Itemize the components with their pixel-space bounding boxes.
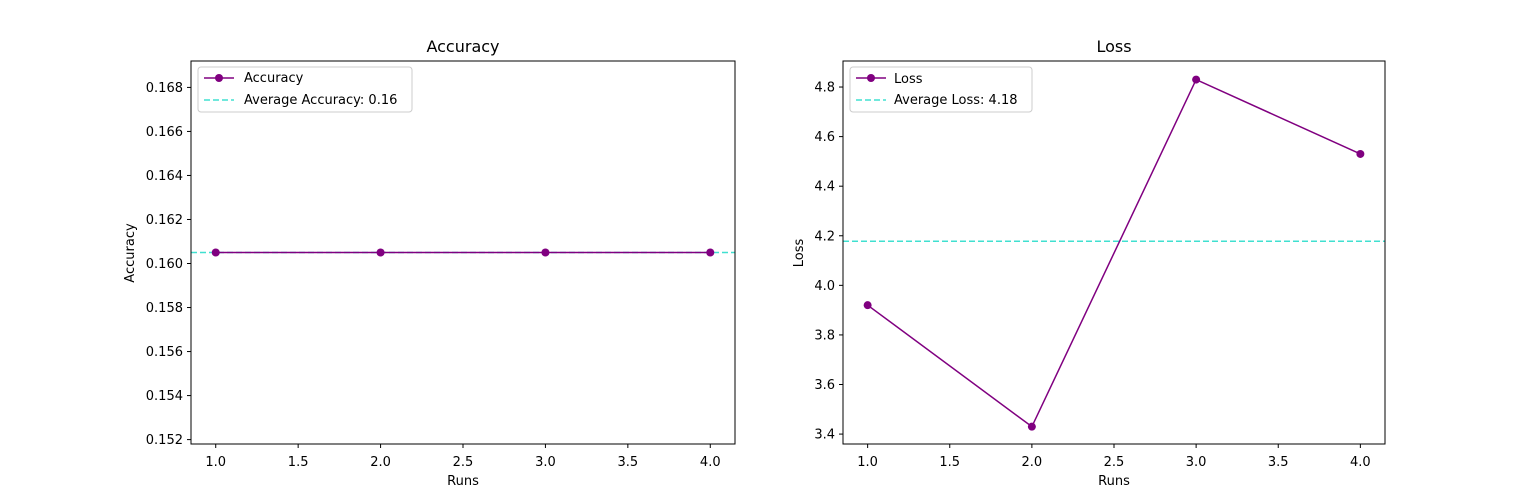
x-tick-label: 1.5 [288,455,309,470]
y-tick-label: 0.166 [146,125,183,140]
plot-area: 1.0 1.5 2.0 2.5 3.0 3.5 4.0 3.4 3.6 3.8 4.0 4.2 4.4 4… [814,75,1385,470]
plot-area: 1.0 1.5 2.0 2.5 3.0 3.5 4.0 0.152 0.154 0.156 0.15… [146,81,735,470]
y-tick-label: 3.4 [814,428,835,443]
axes-frame [842,60,1386,445]
data-point [211,248,220,257]
data-point [1027,422,1036,431]
x-tick-label: 3.0 [535,455,556,470]
x-tick-label: 2.0 [1022,455,1043,470]
legend-marker [867,74,875,82]
y-tick-label: 0.160 [146,257,183,272]
x-tick-label: 2.0 [370,455,391,470]
y-tick-label: 3.6 [814,378,835,393]
y-tick-label: 4.6 [814,130,835,145]
y-tick-label: 4.0 [814,279,835,294]
accuracy-chart: Accuracy Runs Accuracy 1.0 1.5 2.0 2.5 3.0 3.… [123,37,736,489]
legend-label-series: Accuracy [244,71,304,86]
y-tick-label: 4.4 [814,180,835,195]
legend: Loss Average Loss: 4.18 [849,66,1033,113]
x-tick-label: 1.0 [857,455,878,470]
x-tick-label: 2.5 [453,455,474,470]
legend-label-average: Average Accuracy: 0.16 [244,93,397,108]
y-tick-label: 0.154 [146,389,183,404]
x-tick-label: 4.0 [1350,455,1371,470]
x-tick-label: 3.5 [618,455,639,470]
x-tick-label: 3.5 [1268,455,1289,470]
loss-chart: Loss Runs Loss 1.0 1.5 2.0 2.5 3.0 3.5 4.0 3.4 3… [792,37,1386,489]
y-tick-label: 4.8 [814,81,835,96]
y-axis-label: Accuracy [123,223,138,283]
y-tick-label: 3.8 [814,328,835,343]
data-point [541,248,550,257]
data-point [863,301,872,310]
chart-title: Accuracy [426,37,499,56]
legend: Accuracy Average Accuracy: 0.16 [197,66,413,113]
data-point [1192,75,1201,84]
legend-marker [215,74,223,82]
y-axis-label: Loss [792,239,807,268]
data-point [376,248,385,257]
data-point [1356,149,1365,158]
x-axis-label: Runs [1098,474,1130,489]
x-tick-label: 2.5 [1104,455,1125,470]
legend-box [849,66,1033,113]
y-tick-label: 0.156 [146,345,183,360]
y-tick-label: 0.158 [146,301,183,316]
y-tick-label: 4.2 [814,229,835,244]
legend-label-average: Average Loss: 4.18 [894,93,1018,108]
y-tick-label: 0.152 [146,433,183,448]
y-tick-label: 0.162 [146,213,183,228]
legend-label-series: Loss [894,72,923,87]
data-point [706,248,715,257]
x-tick-label: 4.0 [700,455,721,470]
series-line [867,78,1361,428]
axes-frame [190,60,736,445]
x-axis-label: Runs [447,474,479,489]
y-tick-label: 0.164 [146,169,183,184]
legend-box [197,66,413,113]
y-tick-label: 0.168 [146,81,183,96]
x-tick-label: 1.0 [205,455,226,470]
x-tick-label: 3.0 [1186,455,1207,470]
chart-title: Loss [1096,37,1131,56]
x-tick-label: 1.5 [939,455,960,470]
